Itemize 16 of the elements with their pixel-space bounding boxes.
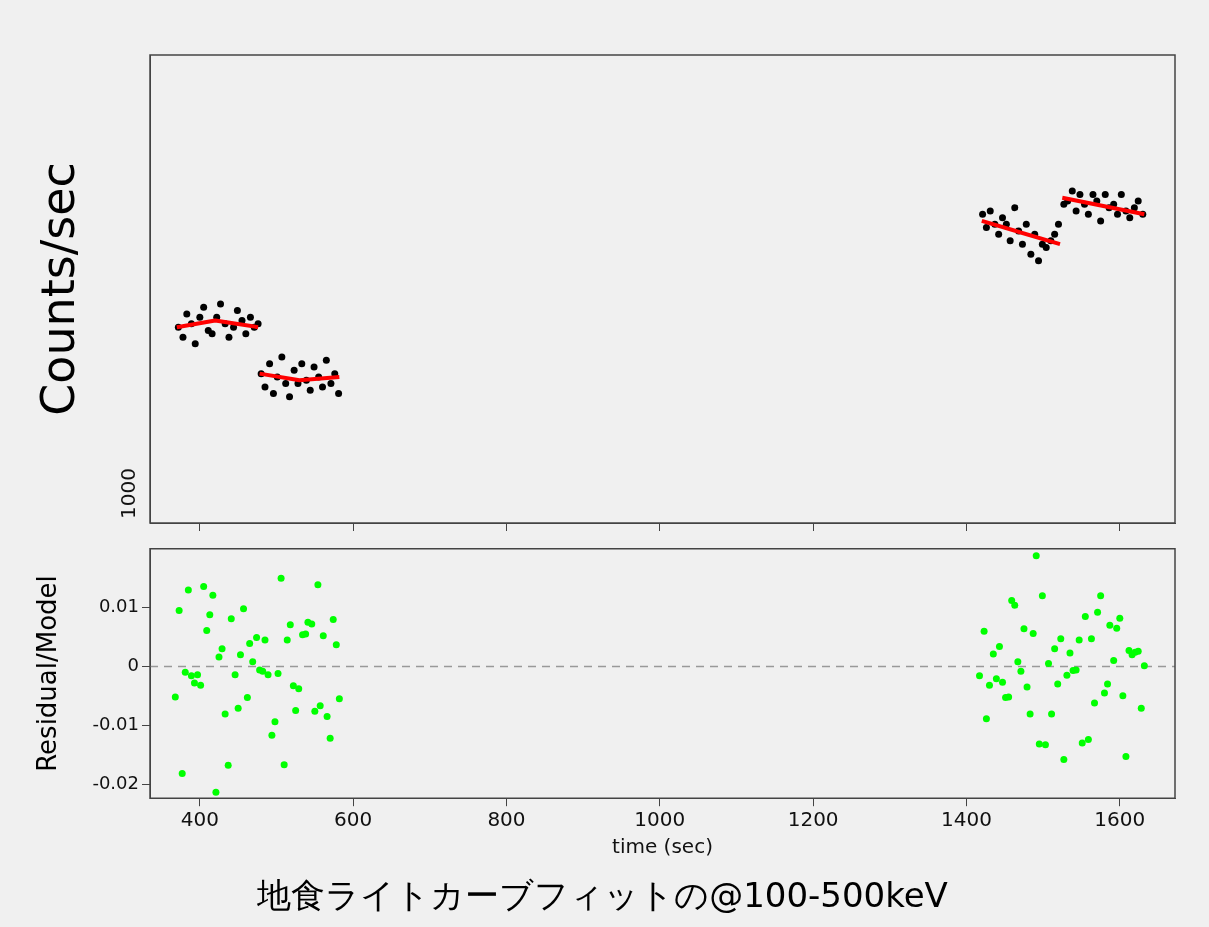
x-tick-label: 600 [334,807,373,832]
x-tick-label: 1600 [1094,807,1146,832]
y-tick-label: -0.02 [92,771,139,793]
y-axis-title: Counts/sec [30,162,85,416]
text: 地食ライトカーブフィットの@100-500keV [256,875,948,916]
x-tick-label: 800 [487,807,526,832]
x-tick-label: 1000 [634,807,686,832]
x-tick-label: 1200 [787,807,839,832]
text: 1000 [116,468,141,519]
y-tick-label: 0.01 [98,595,139,617]
x-tick-label: 1400 [941,807,992,832]
y-tick-label: 0 [127,654,139,676]
y-tick-label: -0.01 [92,712,139,734]
x-tick-label: 400 [180,807,219,832]
y-axis-title: Residual/Model [32,575,63,772]
x-axis-title: time (sec) [612,834,713,859]
